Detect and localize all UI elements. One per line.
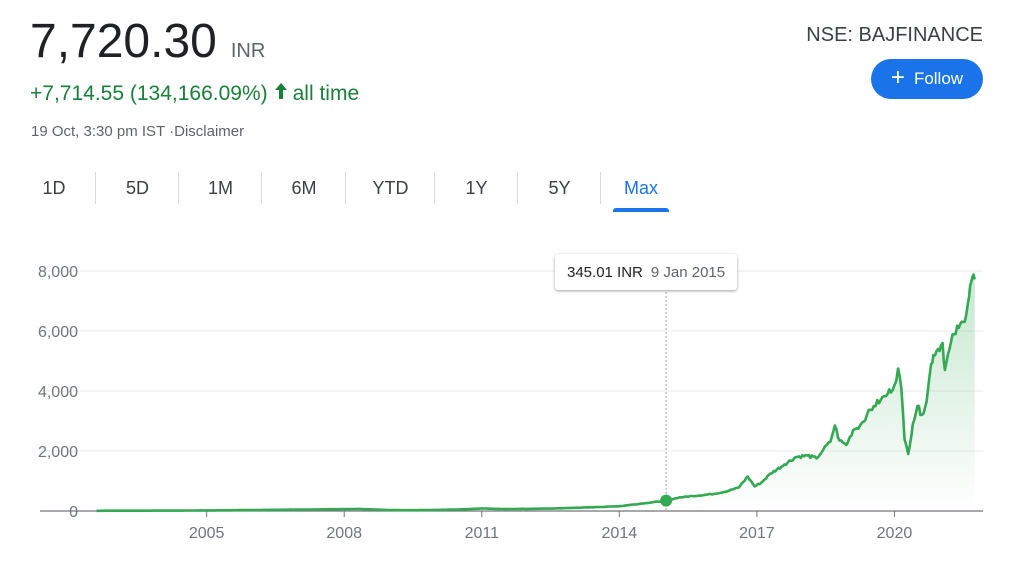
follow-button[interactable]: + Follow	[871, 59, 983, 99]
tab-1d[interactable]: 1D	[12, 172, 96, 204]
chart-tooltip: 345.01 INR 9 Jan 2015	[555, 254, 738, 290]
tooltip-date: 9 Jan 2015	[650, 263, 726, 281]
x-tick-label: 2005	[189, 525, 225, 542]
arrow-up-icon	[274, 82, 288, 106]
tab-1y[interactable]: 1Y	[435, 172, 518, 204]
hover-point	[660, 494, 673, 507]
price-chart[interactable]: 0 2,000 4,000 6,000 8,000 2005 2008 2011 2014 20…	[0, 230, 1024, 550]
range-tabs: 1D 5D 1M 6M YTD 1Y 5Y Max	[12, 172, 681, 212]
y-tick-label: 4,000	[38, 384, 78, 401]
active-tab-indicator	[613, 208, 669, 212]
tab-max[interactable]: Max	[601, 172, 681, 212]
tooltip-value: 345.01 INR	[567, 263, 643, 281]
quote-timestamp[interactable]: 19 Oct, 3:30 pm IST ·Disclaimer	[31, 123, 245, 140]
x-tick-label: 2020	[877, 525, 913, 542]
x-tick-label: 2017	[739, 525, 775, 542]
x-tick-label: 2008	[326, 525, 362, 542]
currency-label: INR	[230, 40, 266, 62]
plus-icon: +	[890, 64, 905, 91]
change-period: all time	[292, 82, 360, 105]
price-change: +7,714.55 (134,166.09%) all time	[30, 82, 359, 106]
price-line	[96, 273, 976, 513]
y-tick-label: 6,000	[38, 324, 78, 341]
ticker-symbol: NSE: BAJFINANCE	[806, 24, 983, 46]
y-tick-label: 2,000	[38, 444, 78, 461]
y-tick-label: 0	[69, 504, 78, 521]
tab-ytd[interactable]: YTD	[346, 172, 435, 204]
tab-6m[interactable]: 6M	[262, 172, 346, 204]
y-tick-label: 8,000	[38, 264, 78, 281]
x-tick-label: 2014	[602, 525, 638, 542]
price-area	[96, 274, 975, 511]
tab-5y[interactable]: 5Y	[518, 172, 601, 204]
tab-1m[interactable]: 1M	[179, 172, 262, 204]
current-price: 7,720.30	[30, 15, 217, 68]
follow-label: Follow	[913, 69, 964, 88]
change-value: +7,714.55 (134,166.09%)	[30, 82, 268, 105]
quote-header: 7,720.30 INR	[30, 14, 265, 69]
x-tick-label: 2011	[465, 525, 500, 542]
tab-5d[interactable]: 5D	[96, 172, 179, 204]
